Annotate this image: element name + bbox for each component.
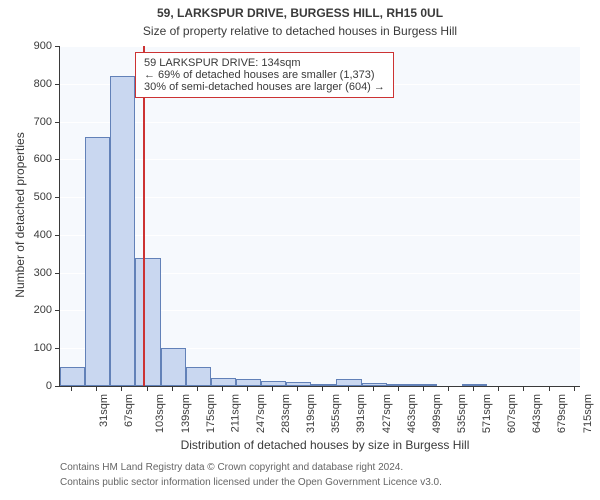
chart-suptitle: 59, LARKSPUR DRIVE, BURGESS HILL, RH15 0… [0,6,600,20]
x-axis-line [60,386,580,387]
y-tick-label: 0 [22,380,52,392]
x-tick-label: 427sqm [381,394,393,433]
x-tick-mark [71,386,72,391]
histogram-bar [85,137,110,386]
x-tick-label: 499sqm [431,394,443,433]
y-tick-label: 200 [22,304,52,316]
y-tick-mark [55,348,60,349]
y-axis-line [59,46,60,386]
x-tick-mark [473,386,474,391]
y-tick-label: 400 [22,229,52,241]
x-tick-label: 571sqm [481,394,493,433]
histogram-bar [236,379,261,386]
chart-container: 59, LARKSPUR DRIVE, BURGESS HILL, RH15 0… [0,0,600,500]
y-tick-label: 100 [22,342,52,354]
y-tick-mark [55,46,60,47]
y-tick-label: 800 [22,78,52,90]
x-tick-label: 247sqm [255,394,267,433]
x-tick-mark [348,386,349,391]
x-tick-mark [272,386,273,391]
histogram-bar [161,348,186,386]
x-tick-mark [549,386,550,391]
x-tick-mark [247,386,248,391]
x-tick-label: 319sqm [305,394,317,433]
x-tick-mark [373,386,374,391]
x-tick-label: 463sqm [406,394,418,433]
x-tick-mark [448,386,449,391]
x-tick-label: 175sqm [205,394,217,433]
grid-line [60,46,580,47]
x-axis-label: Distribution of detached houses by size … [60,438,590,452]
x-tick-label: 679sqm [557,394,569,433]
histogram-bar [135,258,160,386]
x-tick-label: 103sqm [155,394,167,433]
annotation-line-3: 30% of semi-detached houses are larger (… [144,81,385,93]
histogram-bar [110,76,135,386]
y-tick-mark [55,273,60,274]
x-tick-mark [96,386,97,391]
histogram-bar [186,367,211,386]
histogram-bar [336,379,361,386]
x-tick-mark [297,386,298,391]
x-tick-label: 715sqm [582,394,594,433]
chart-title: Size of property relative to detached ho… [0,24,600,38]
x-tick-label: 643sqm [531,394,543,433]
x-tick-label: 355sqm [330,394,342,433]
x-tick-mark [423,386,424,391]
x-tick-label: 283sqm [280,394,292,433]
y-tick-label: 700 [22,116,52,128]
y-tick-mark [55,122,60,123]
y-tick-mark [55,159,60,160]
x-tick-label: 391sqm [356,394,368,433]
grid-line [60,122,580,123]
y-tick-label: 500 [22,191,52,203]
grid-line [60,197,580,198]
x-tick-mark [498,386,499,391]
grid-line [60,159,580,160]
x-tick-label: 211sqm [229,394,241,432]
histogram-bar [211,378,236,386]
x-tick-mark [222,386,223,391]
x-tick-mark [523,386,524,391]
y-tick-label: 300 [22,267,52,279]
x-tick-label: 139sqm [180,394,192,433]
y-tick-mark [55,84,60,85]
y-tick-mark [55,386,60,387]
x-tick-label: 607sqm [506,394,518,433]
x-tick-mark [172,386,173,391]
y-tick-label: 600 [22,153,52,165]
x-tick-label: 31sqm [98,394,110,427]
annotation-box: 59 LARKSPUR DRIVE: 134sqm ← 69% of detac… [135,52,394,98]
x-tick-mark [398,386,399,391]
y-tick-mark [55,197,60,198]
x-tick-label: 535sqm [456,394,468,433]
x-tick-mark [197,386,198,391]
x-tick-mark [147,386,148,391]
histogram-bar [60,367,85,386]
y-axis-label: Number of detached properties [13,105,27,325]
x-tick-label: 67sqm [123,394,135,427]
plot-area: 59 LARKSPUR DRIVE: 134sqm ← 69% of detac… [60,46,580,386]
x-tick-mark [574,386,575,391]
annotation-line-2: ← 69% of detached houses are smaller (1,… [144,69,385,81]
x-tick-mark [121,386,122,391]
footer-line-1: Contains HM Land Registry data © Crown c… [60,462,403,473]
y-tick-mark [55,310,60,311]
grid-line [60,235,580,236]
y-tick-label: 900 [22,40,52,52]
annotation-line-1: 59 LARKSPUR DRIVE: 134sqm [144,57,385,69]
y-tick-mark [55,235,60,236]
x-tick-mark [322,386,323,391]
footer-line-2: Contains public sector information licen… [60,477,442,488]
